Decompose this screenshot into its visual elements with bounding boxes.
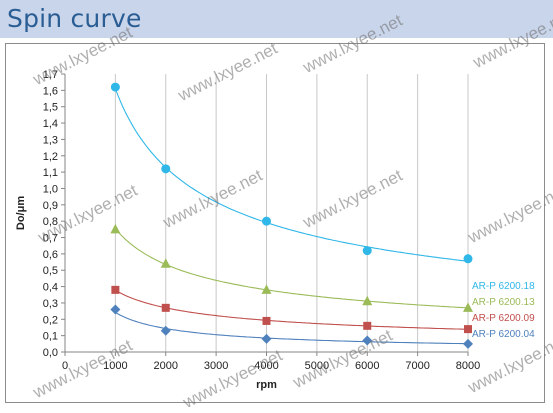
y-tick-label: 1,3 — [43, 134, 58, 146]
header-bar: Spin curve — [0, 0, 553, 38]
trendline-series-3 — [115, 289, 468, 330]
legend-entry: AR-P 6200.18 — [472, 281, 535, 292]
legend-entry: AR-P 6200.13 — [472, 297, 535, 308]
x-tick-label: 1000 — [103, 360, 127, 372]
y-tick-label: 0,0 — [43, 347, 58, 359]
x-tick-label: 6000 — [355, 360, 379, 372]
x-tick-label: 4000 — [254, 360, 278, 372]
y-tick-label: 1,2 — [43, 151, 58, 163]
page-title: Spin curve — [7, 4, 142, 33]
y-tick-label: 1,7 — [43, 69, 58, 81]
trendline-series-4 — [115, 312, 468, 345]
y-tick-label: 0,8 — [43, 216, 58, 228]
data-point — [110, 223, 121, 234]
data-point — [161, 164, 171, 174]
y-tick-label: 1,5 — [43, 102, 58, 114]
data-point — [463, 338, 473, 349]
data-point — [262, 316, 271, 325]
y-tick-label: 1,4 — [43, 118, 58, 130]
data-point — [463, 254, 473, 264]
y-tick-label: 0,6 — [43, 249, 58, 261]
data-point — [160, 258, 171, 268]
y-tick-label: 0,5 — [43, 265, 58, 277]
x-tick-label: 0 — [62, 360, 68, 372]
data-point — [463, 302, 473, 312]
y-tick-label: 0,7 — [43, 233, 58, 245]
x-axis-title: rpm — [256, 379, 277, 391]
data-point — [160, 325, 171, 336]
data-point — [262, 216, 271, 226]
data-point — [161, 303, 170, 312]
x-tick-label: 5000 — [305, 360, 329, 372]
data-point — [362, 246, 372, 256]
data-point — [362, 335, 373, 346]
data-point — [362, 295, 373, 306]
legend-entry: AR-P 6200.09 — [472, 313, 535, 324]
data-point — [261, 284, 272, 294]
trendline-series-2 — [114, 228, 469, 309]
data-point — [261, 333, 272, 344]
y-tick-label: 0,1 — [43, 331, 58, 343]
y-tick-label: 1,0 — [43, 183, 58, 195]
data-point — [110, 82, 120, 92]
y-tick-label: 1,6 — [43, 85, 58, 97]
data-point — [363, 321, 372, 330]
data-point — [111, 285, 120, 294]
y-tick-label: 0,3 — [43, 298, 58, 310]
y-tick-label: 1,1 — [43, 167, 58, 179]
x-tick-label: 2000 — [154, 360, 178, 372]
x-tick-label: 7000 — [405, 360, 429, 372]
y-tick-label: 0,9 — [43, 200, 58, 212]
y-tick-label: 0,2 — [43, 314, 58, 326]
x-tick-label: 3000 — [204, 360, 228, 372]
legend-entry: AR-P 6200.04 — [472, 329, 535, 340]
data-point — [110, 304, 121, 315]
x-tick-label: 8000 — [456, 360, 480, 372]
y-tick-label: 0,4 — [43, 282, 58, 294]
trendline-series-1 — [114, 88, 469, 262]
y-axis-title: Do/μm — [15, 196, 27, 230]
data-point — [464, 325, 472, 334]
